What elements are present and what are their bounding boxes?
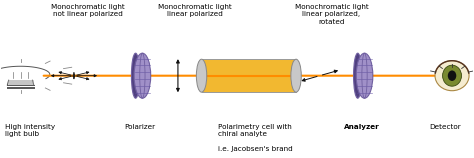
Ellipse shape [131,53,140,98]
Text: Monochromatic light
linear polarized: Monochromatic light linear polarized [157,4,231,17]
Ellipse shape [435,61,469,91]
Ellipse shape [196,59,207,92]
Ellipse shape [443,65,462,86]
Text: High intensity
light bulb: High intensity light bulb [5,124,55,137]
Ellipse shape [134,53,151,98]
Bar [201,59,296,92]
Text: Monochromatic light
not linear polarized: Monochromatic light not linear polarized [51,4,125,17]
Ellipse shape [291,59,301,92]
Text: Polarizer: Polarizer [125,124,155,130]
Text: Monochromatic light
linear polarized,
rotated: Monochromatic light linear polarized, ro… [295,4,368,25]
Text: Detector: Detector [429,124,461,130]
Ellipse shape [354,53,362,98]
Ellipse shape [448,70,456,81]
Ellipse shape [356,53,373,98]
Text: Polarimetry cell with
chiral analyte

i.e. Jacobsen's brand: Polarimetry cell with chiral analyte i.e… [218,124,293,152]
Text: Analyzer: Analyzer [345,124,380,130]
